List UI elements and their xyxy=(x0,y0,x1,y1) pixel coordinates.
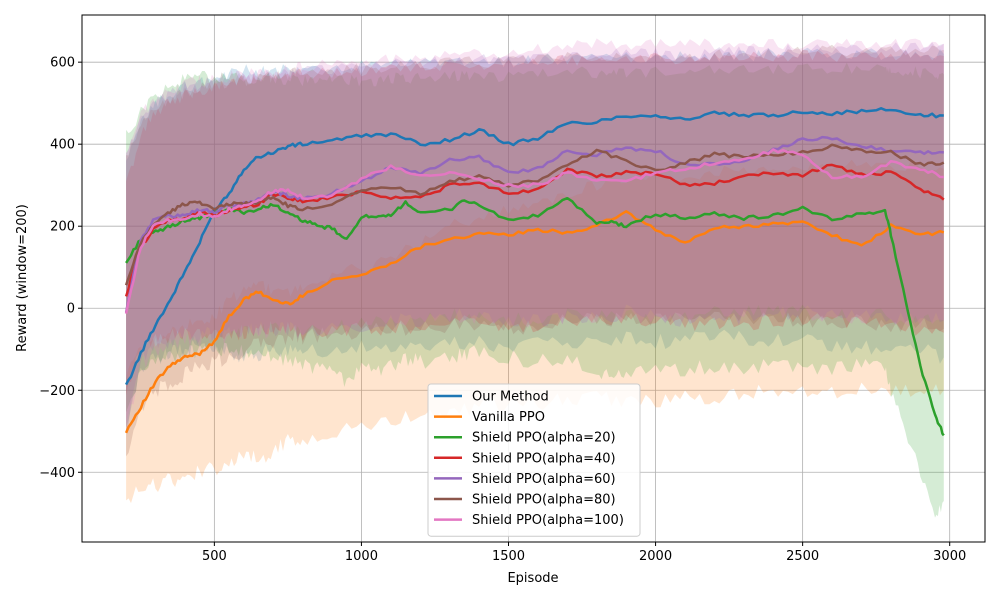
x-tick-label: 500 xyxy=(202,549,227,564)
axis-ticks: 500 1000 1500 2000 2500 3000 −400 −200 0 200 400 60… xyxy=(39,56,966,564)
x-tick-label: 2000 xyxy=(639,549,672,564)
series-band-4 xyxy=(126,49,944,396)
y-tick-label: −400 xyxy=(39,466,75,481)
series-line-5 xyxy=(124,135,944,313)
series-lines xyxy=(124,107,945,437)
legend-entry: Shield PPO(alpha=80) xyxy=(472,493,616,508)
x-tick-label: 1500 xyxy=(492,549,525,564)
y-tick-label: −200 xyxy=(39,384,75,399)
plot-frame xyxy=(81,14,986,543)
legend: Our Method Vanilla PPO Shield PPO(alpha=20… xyxy=(427,383,641,537)
series-band-2 xyxy=(126,159,944,504)
series-band-6 xyxy=(126,44,944,457)
series-line-7 xyxy=(124,148,944,314)
legend-entry: Our Method xyxy=(472,390,549,405)
y-axis-label: Reward (window=200) xyxy=(15,204,30,352)
legend-entry: Vanilla PPO xyxy=(472,410,545,425)
series-band-7 xyxy=(126,38,944,425)
x-tick-label: 1000 xyxy=(345,549,378,564)
series-band-1 xyxy=(126,47,944,428)
y-tick-label: 400 xyxy=(50,138,75,153)
y-tick-label: 600 xyxy=(50,56,75,71)
series-line-2 xyxy=(124,210,945,434)
series-line-6 xyxy=(124,143,945,286)
legend-entry: Shield PPO(alpha=100) xyxy=(472,513,624,528)
legend-entry: Shield PPO(alpha=20) xyxy=(472,431,616,446)
y-tick-label: 200 xyxy=(50,220,75,235)
x-tick-label: 2500 xyxy=(786,549,819,564)
legend-entry: Shield PPO(alpha=60) xyxy=(472,472,616,487)
legend-entry: Shield PPO(alpha=40) xyxy=(472,451,616,466)
series-line-1 xyxy=(124,107,944,386)
x-tick-label: 3000 xyxy=(933,549,966,564)
x-axis-label: Episode xyxy=(507,571,558,586)
y-tick-label: 0 xyxy=(67,302,75,317)
legend-box xyxy=(427,383,641,537)
